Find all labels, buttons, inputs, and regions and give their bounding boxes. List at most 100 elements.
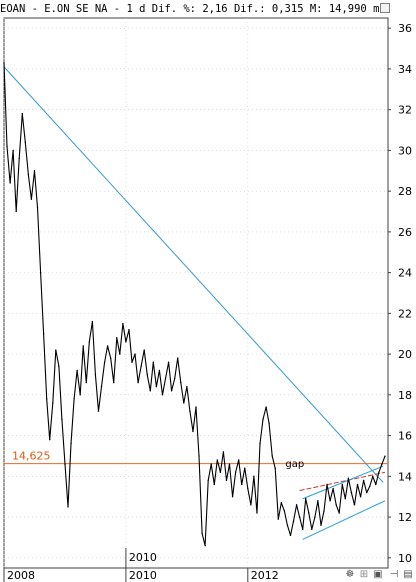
price-point [335, 504, 337, 506]
price-point [109, 357, 112, 359]
price-point [103, 361, 106, 363]
price-point [186, 386, 188, 388]
price-point [119, 353, 121, 355]
price-point [241, 483, 243, 486]
price-point [283, 510, 286, 512]
chart-settings-icon[interactable]: ☸ [345, 569, 355, 580]
price-point [125, 341, 127, 343]
price-point [67, 506, 69, 508]
gap-annotation: gap [285, 459, 304, 470]
price-point [204, 544, 206, 547]
price-point [18, 157, 20, 160]
chart-options-box[interactable] [380, 3, 390, 13]
x-tick-label: 2008 [7, 569, 35, 582]
price-point [320, 524, 322, 526]
price-point [289, 534, 292, 537]
price-point [317, 500, 319, 502]
grid-layer [3, 17, 389, 569]
price-point [384, 455, 386, 457]
price-point [155, 386, 158, 388]
y-tick-label: 16 [398, 430, 412, 443]
price-point [344, 498, 347, 500]
price-point [372, 475, 374, 478]
price-point [134, 353, 136, 355]
price-point [167, 361, 170, 363]
zoom-icon[interactable]: ⊞ [359, 569, 369, 580]
pin-icon[interactable]: ⊣ [389, 569, 399, 580]
series-layer: gap [3, 62, 386, 547]
price-point [140, 365, 142, 368]
price-point [280, 502, 283, 504]
window-icon[interactable]: ▣ [373, 569, 383, 580]
price-point [131, 361, 133, 363]
price-point [305, 498, 307, 500]
price-point [137, 381, 139, 384]
price-point [170, 390, 173, 392]
price-point [164, 377, 167, 380]
price-point [247, 487, 249, 490]
price-point [91, 320, 94, 323]
price-point [39, 271, 42, 274]
price-point [61, 418, 63, 420]
price-point [36, 206, 39, 209]
axis-layer: 10 12 14 16 18 20 22 24 26 28 30 32 34 36 2008 2010 2012… [3, 22, 412, 582]
price-point [55, 349, 57, 351]
price-point [49, 438, 51, 441]
price-point [347, 477, 350, 480]
price-point [33, 170, 36, 172]
price-point [158, 369, 161, 372]
price-point [3, 62, 5, 64]
price-point [265, 406, 267, 408]
price-point [350, 491, 353, 494]
price-point [365, 491, 368, 494]
y-tick-label: 14 [398, 470, 412, 483]
price-point [308, 512, 310, 514]
bottom-toolbar: ☸ ⊞ ▣ ⊣ ▤ [342, 568, 416, 582]
price-point [24, 141, 27, 143]
price-point [116, 337, 118, 339]
price-point [173, 377, 176, 380]
price-point [326, 483, 328, 486]
menu-icon[interactable]: ▤ [403, 569, 413, 580]
price-point [113, 381, 115, 384]
price-point [250, 504, 252, 506]
price-point [21, 113, 23, 115]
trend-line [3, 66, 384, 483]
channel-lower-line [302, 500, 386, 540]
price-point [286, 524, 289, 526]
price-point [225, 479, 228, 482]
price-point [192, 430, 194, 433]
x-tick-label: 2010 [129, 569, 157, 582]
resistance-line [299, 471, 386, 492]
price-point [298, 516, 301, 518]
y-tick-label: 36 [398, 22, 412, 35]
price-point [262, 418, 264, 420]
price-point [189, 410, 191, 412]
price-point [45, 398, 48, 400]
price-point [85, 381, 87, 384]
price-point [341, 483, 343, 486]
drawn-lines-layer: 14,625 [3, 66, 388, 540]
header-interval: 1 d [126, 3, 146, 15]
price-point [381, 463, 383, 465]
price-point [106, 345, 109, 347]
header-dif-pct: 2,16 [202, 3, 228, 15]
price-point [146, 373, 148, 376]
header-m-label: M: [309, 3, 323, 15]
y-tick-label: 12 [398, 511, 412, 524]
y-tick-label: 30 [398, 144, 412, 157]
price-point [311, 528, 313, 530]
price-point [359, 496, 362, 498]
header-dif-pct-label: Dif. %: [151, 3, 197, 15]
price-point [332, 487, 334, 490]
chart-header: EOAN - E.ON SE NA - 1 d Dif. %: 2,16 Dif… [0, 0, 380, 18]
price-point [369, 485, 371, 488]
header-dif: 0,315 [271, 3, 304, 15]
x-tick-label: 2012 [251, 569, 279, 582]
price-point [207, 479, 209, 482]
price-point [79, 394, 81, 396]
price-point [216, 459, 219, 461]
price-point [27, 174, 30, 176]
price-point [323, 510, 325, 512]
